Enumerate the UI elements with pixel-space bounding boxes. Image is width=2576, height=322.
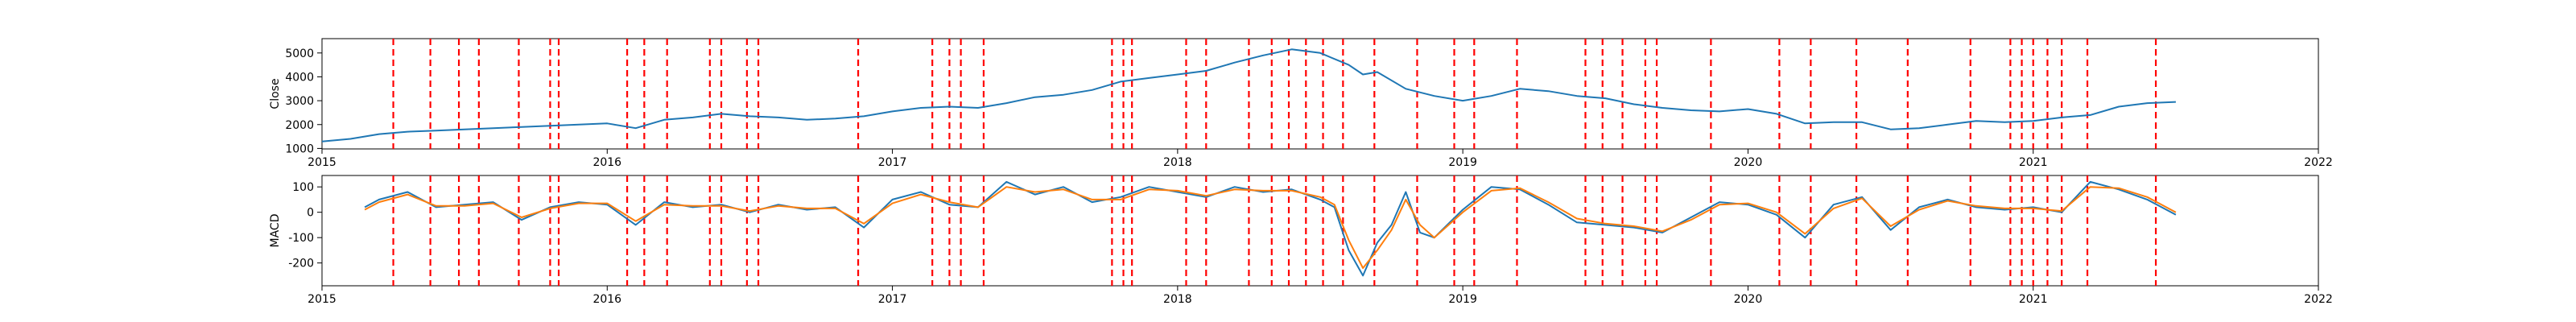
x-tick-label: 2021 — [2019, 293, 2048, 306]
close-panel-series — [321, 48, 2176, 142]
close-panel-frame — [321, 38, 2319, 150]
x-tick-label: 2016 — [592, 156, 621, 169]
series-line — [364, 186, 2177, 269]
x-tick-label: 2019 — [1448, 156, 1477, 169]
y-tick-label: -100 — [288, 232, 314, 245]
x-tick-label: 2017 — [878, 293, 907, 306]
x-tick-label: 2020 — [1734, 293, 1763, 306]
y-tick-label: 2000 — [285, 119, 314, 132]
y-tick-label: 3000 — [285, 95, 314, 108]
close-panel-event-lines — [392, 39, 2157, 149]
x-tick-label: 2018 — [1163, 156, 1192, 169]
x-tick-label: 2021 — [2019, 156, 2048, 169]
x-tick-label: 2022 — [2304, 156, 2333, 169]
y-tick-label: -200 — [288, 258, 314, 270]
x-tick-label: 2022 — [2304, 293, 2333, 306]
series-line — [364, 180, 2177, 277]
x-tick-label: 2015 — [308, 156, 336, 169]
close-panel-ticks: 2015 2016 2017 2018 2019 2020 2021 2022 1000 2000… — [285, 47, 2332, 169]
macd-panel-ticks: 2015 2016 2017 2018 2019 2020 2021 2022 -200 -100… — [288, 181, 2333, 306]
y-tick-label: 100 — [292, 181, 314, 194]
y-tick-label: 4000 — [285, 71, 314, 84]
x-tick-label: 2020 — [1734, 156, 1763, 169]
close-y-axis-label: Close — [269, 78, 282, 109]
x-tick-label: 2017 — [878, 156, 907, 169]
macd-panel: 2015 2016 2017 2018 2019 2020 2021 2022 -200 -100… — [269, 175, 2333, 306]
y-tick-label: 0 — [307, 207, 314, 220]
close-price-panel: 2015 2016 2017 2018 2019 2020 2021 2022 1000 2000… — [269, 38, 2333, 169]
macd-panel-frame — [321, 175, 2319, 287]
x-tick-label: 2019 — [1448, 293, 1477, 306]
series-line — [321, 48, 2176, 142]
macd-panel-series — [364, 180, 2177, 277]
x-tick-label: 2018 — [1163, 293, 1192, 306]
y-tick-label: 5000 — [285, 47, 314, 60]
x-tick-label: 2016 — [592, 293, 621, 306]
x-tick-label: 2015 — [308, 293, 336, 306]
macd-y-axis-label: MACD — [269, 214, 282, 248]
y-tick-label: 1000 — [285, 142, 314, 155]
